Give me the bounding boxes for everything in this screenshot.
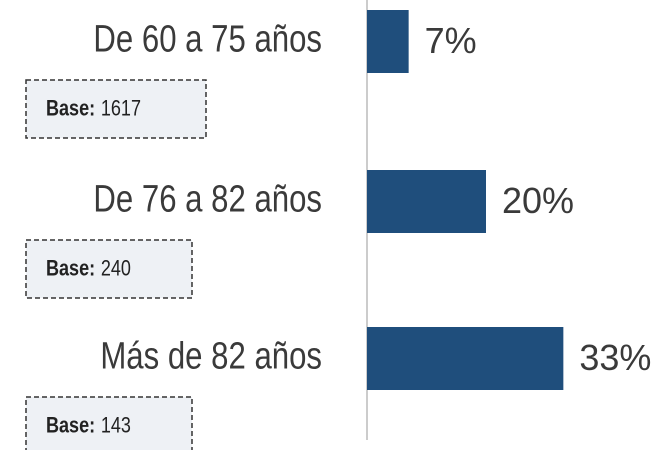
value-label: 7% bbox=[425, 20, 477, 61]
base-value: 143 bbox=[101, 414, 131, 438]
bar bbox=[367, 170, 486, 233]
base-text: Base: 240 bbox=[46, 257, 131, 281]
category-label: Más de 82 años bbox=[100, 336, 322, 378]
value-label: 33% bbox=[579, 337, 651, 378]
base-label: Base: bbox=[46, 414, 95, 438]
category-group: De 60 a 75 años bbox=[93, 19, 322, 61]
base-value: 1617 bbox=[101, 97, 141, 121]
category-label: De 76 a 82 años bbox=[93, 179, 322, 221]
category-label: De 60 a 75 años bbox=[93, 19, 322, 61]
base-label: Base: bbox=[46, 97, 95, 121]
bar bbox=[367, 10, 409, 73]
base-text: Base: 1617 bbox=[46, 97, 141, 121]
value-label: 20% bbox=[502, 180, 574, 221]
base-box bbox=[25, 396, 193, 450]
base-value: 240 bbox=[101, 257, 131, 281]
base-box bbox=[25, 239, 193, 299]
base-text: Base: 143 bbox=[46, 414, 131, 438]
category-group: Más de 82 años bbox=[100, 336, 322, 378]
category-group: De 76 a 82 años bbox=[93, 179, 322, 221]
base-box bbox=[25, 79, 207, 139]
bar bbox=[367, 327, 564, 390]
base-label: Base: bbox=[46, 257, 95, 281]
